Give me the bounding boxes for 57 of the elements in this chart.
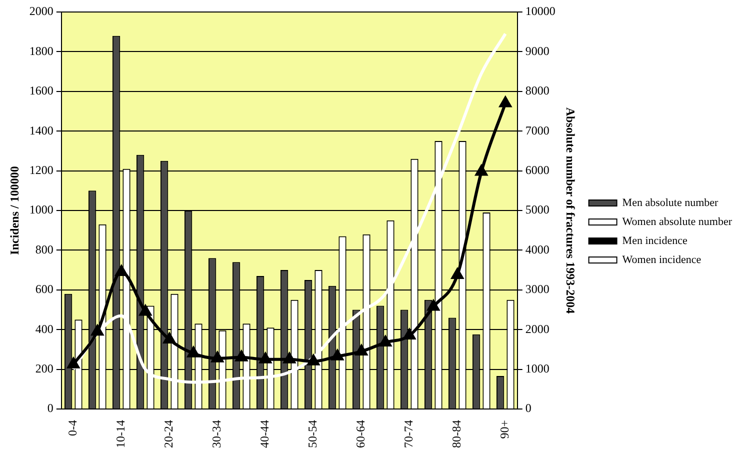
x-tick-label: 10-14	[114, 420, 128, 448]
point	[380, 336, 392, 347]
x-tick-label: 90+	[498, 420, 512, 439]
point	[188, 346, 200, 358]
point	[332, 350, 344, 360]
y-tick-label: 800	[35, 242, 54, 256]
y2-tick-label: 4000	[525, 242, 550, 256]
y-tick-label: 400	[35, 322, 54, 336]
y-tick-label: 1400	[29, 123, 54, 138]
point	[140, 305, 152, 316]
x-tick-label: 20-24	[162, 420, 176, 448]
y-tick-label: 200	[35, 361, 54, 376]
y-tick-label: 1000	[29, 202, 54, 217]
y-axis-title: Incidens / 100000	[7, 166, 22, 255]
legend-label: Men absolute number	[622, 196, 719, 209]
y2-tick-label: 9000	[525, 44, 550, 58]
point	[356, 344, 368, 356]
x-tick-label: 80-84	[450, 420, 464, 448]
x-tick-label: 60-64	[354, 420, 368, 448]
y2-tick-label: 6000	[525, 162, 550, 177]
point	[260, 352, 272, 364]
point	[92, 325, 104, 336]
y-tick-label: 600	[35, 282, 54, 296]
y-tick-label: 1800	[29, 44, 54, 58]
y2-tick-label: 7000	[525, 123, 550, 138]
point	[404, 329, 416, 340]
point	[236, 350, 248, 362]
point	[428, 300, 440, 311]
point	[164, 333, 176, 344]
y2-tick-label: 10000	[525, 4, 556, 18]
y-tick-label: 1200	[29, 162, 54, 177]
y-tick-label: 2000	[29, 4, 54, 18]
y2-tick-label: 0	[525, 401, 532, 416]
legend-label: Women absolute number	[622, 216, 732, 228]
y2-tick-label: 1000	[525, 361, 550, 376]
x-tick-label: 50-54	[306, 420, 320, 448]
x-tick-label: 30-34	[210, 420, 224, 448]
legend-label: Women incidence	[622, 254, 702, 266]
point	[308, 354, 320, 366]
point	[116, 266, 128, 276]
point	[68, 358, 80, 368]
y2-tick-label: 3000	[525, 282, 550, 296]
point	[500, 96, 512, 108]
legend-label: Men incidence	[622, 234, 688, 247]
y2-tick-label: 5000	[525, 202, 550, 217]
y2-axis-title: Absolute number of fractures 1993-2004	[564, 107, 578, 314]
y-tick-label: 1600	[29, 84, 54, 98]
x-tick-label: 40-44	[258, 420, 272, 448]
point	[476, 165, 488, 176]
point	[212, 352, 224, 362]
point	[284, 352, 296, 364]
y2-tick-label: 8000	[525, 84, 550, 98]
y-tick-label: 0	[47, 401, 54, 416]
point	[452, 268, 464, 280]
x-tick-label: 0-4	[66, 420, 80, 436]
y2-tick-label: 2000	[525, 322, 550, 336]
x-tick-label: 70-74	[402, 420, 416, 448]
